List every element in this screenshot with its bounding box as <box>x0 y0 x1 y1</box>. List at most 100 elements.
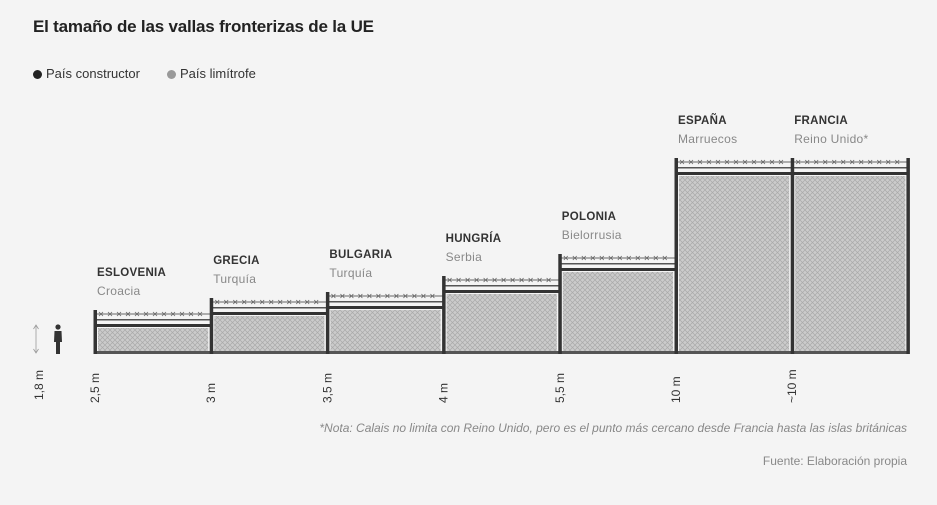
barb <box>412 293 417 299</box>
person-head <box>55 324 61 330</box>
barb <box>447 277 452 283</box>
barb <box>474 277 479 283</box>
barb <box>679 159 685 165</box>
barb <box>662 255 668 261</box>
fence-mesh-francia <box>795 176 906 352</box>
barb <box>769 159 775 165</box>
barb <box>295 299 301 305</box>
barb <box>724 159 730 165</box>
barb <box>331 293 336 299</box>
barb <box>885 159 891 165</box>
fence-mesh-polonia <box>562 272 673 352</box>
legend-dot-builder <box>33 69 42 79</box>
barb <box>858 159 864 165</box>
fence-top-rail-polonia <box>559 268 676 271</box>
barb <box>188 311 194 317</box>
barb <box>590 255 596 261</box>
barb <box>840 159 846 165</box>
legend-label-neighbor: País limítrofe <box>180 66 256 81</box>
barb <box>241 299 247 305</box>
fence-mid-rail-espana <box>676 167 793 169</box>
fence-post-left-polonia <box>558 254 562 354</box>
barb <box>546 277 551 283</box>
barb <box>876 159 882 165</box>
fence-mid-rail-polonia <box>559 263 676 265</box>
country-label-grecia: GRECIA <box>213 255 260 267</box>
neighbor-label-francia: Reino Unido* <box>794 132 868 146</box>
fence-post-right-francia <box>906 158 910 354</box>
barb <box>697 159 703 165</box>
barb <box>143 311 149 317</box>
barb <box>733 159 739 165</box>
barb <box>214 299 220 305</box>
fence-bulgaria: BULGARIA Turquía 3,5 m <box>320 249 444 403</box>
legend-dot-neighbor <box>167 69 176 79</box>
barb <box>501 277 506 283</box>
fence-mesh-espana <box>679 176 790 352</box>
fence-mid-rail-eslovenia <box>95 319 212 321</box>
barb <box>134 311 140 317</box>
barb <box>608 255 614 261</box>
person-silhouette-icon <box>54 324 62 354</box>
barb <box>563 255 569 261</box>
fence-hungria: HUNGRÍA Serbia 4 m <box>437 232 560 403</box>
legend-item-builder: País constructor <box>33 66 140 81</box>
neighbor-label-espana: Marruecos <box>678 132 737 146</box>
barb <box>259 299 265 305</box>
fence-top-rail-espana <box>676 172 793 175</box>
value-label-eslovenia: 2,5 m <box>88 373 102 403</box>
barb <box>250 299 256 305</box>
fence-mesh-grecia <box>214 316 325 352</box>
barb <box>537 277 542 283</box>
fence-post-left-grecia <box>209 298 214 354</box>
barb <box>197 311 203 317</box>
legend-label-builder: País constructor <box>46 66 140 81</box>
barb <box>867 159 873 165</box>
chart-title: El tamaño de las vallas fronterizas de l… <box>33 17 374 36</box>
fence-mid-rail-grecia <box>211 307 328 309</box>
barb <box>626 255 632 261</box>
fence-base-rail-francia <box>792 351 909 354</box>
arrow-head-bottom <box>33 348 39 354</box>
barb <box>894 159 900 165</box>
barb <box>456 277 461 283</box>
barb <box>644 255 650 261</box>
barb <box>304 299 310 305</box>
barb <box>268 299 274 305</box>
value-label-bulgaria: 3,5 m <box>320 373 334 403</box>
person-body <box>54 331 62 354</box>
barb <box>107 311 113 317</box>
country-label-espana: ESPAÑA <box>678 114 727 127</box>
barb <box>795 159 801 165</box>
fence-base-rail-espana <box>676 351 793 354</box>
arrow-head-top <box>33 324 39 330</box>
barb <box>349 293 354 299</box>
fence-mid-rail-francia <box>792 167 909 169</box>
barb <box>286 299 292 305</box>
fence-top-rail-hungria <box>443 290 560 293</box>
barb <box>179 311 185 317</box>
reference-label: 1,8 m <box>32 370 46 400</box>
barb <box>98 311 104 317</box>
barb <box>483 277 488 283</box>
barb <box>313 299 319 305</box>
barb <box>340 293 345 299</box>
fence-post-left-eslovenia <box>93 310 97 354</box>
barb <box>492 277 497 283</box>
barb <box>653 255 659 261</box>
barb <box>572 255 578 261</box>
fence-base-rail-bulgaria <box>327 351 444 354</box>
barb <box>223 299 229 305</box>
barb <box>822 159 828 165</box>
fence-mesh-bulgaria <box>330 310 441 352</box>
barb <box>430 293 435 299</box>
barb <box>760 159 766 165</box>
fence-mid-rail-hungria <box>443 285 560 287</box>
country-label-bulgaria: BULGARIA <box>329 249 392 261</box>
value-label-hungria: 4 m <box>437 383 451 403</box>
fence-top-rail-grecia <box>211 312 328 315</box>
legend-item-neighbor: País limítrofe <box>167 66 256 81</box>
barb <box>394 293 399 299</box>
barb <box>152 311 158 317</box>
barb <box>465 277 470 283</box>
